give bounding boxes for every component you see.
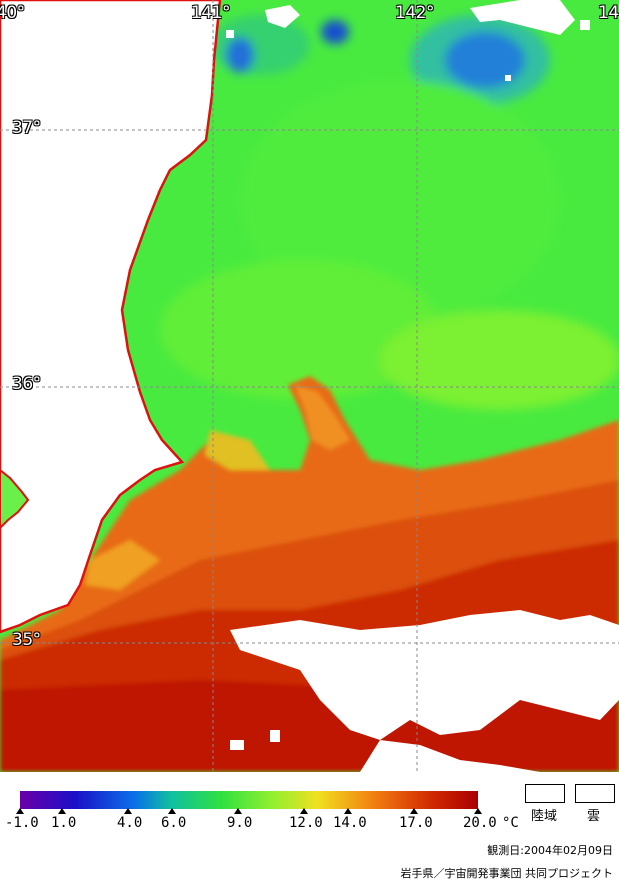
scale-label-14: 14.0 — [333, 815, 367, 831]
longitude-label-141: 141° — [191, 3, 230, 23]
longitude-label-143: 14 — [598, 3, 619, 23]
scale-label-20: 20.0 — [463, 815, 497, 831]
scale-tick-1 — [16, 808, 24, 814]
scale-label-4: 4.0 — [117, 815, 143, 831]
land-legend-box — [525, 784, 565, 803]
scale-tick-7 — [344, 808, 352, 814]
longitude-label-140: 40° — [0, 3, 25, 23]
sea-temperature-map: 40° 141° 142° 14 37° 36° 35° — [0, 0, 619, 772]
cloud-legend-box — [575, 784, 615, 803]
observation-date: 観測日:2004年02月09日 — [487, 844, 613, 857]
latitude-label-35: 35° — [12, 630, 41, 650]
scale-tick-3 — [124, 808, 132, 814]
credit-text: 岩手県／宇宙開発事業団 共同プロジェクト — [400, 867, 614, 880]
scale-tick-4 — [168, 808, 176, 814]
scale-label-12: 12.0 — [289, 815, 323, 831]
scale-tick-9 — [474, 808, 482, 814]
latitude-label-36: 36° — [12, 374, 41, 394]
land-area — [0, 0, 222, 634]
graticule — [0, 0, 619, 772]
scale-unit-label: °C — [502, 815, 519, 831]
temperature-color-scale — [20, 791, 478, 809]
longitude-label-142: 142° — [395, 3, 434, 23]
land-legend-label: 陸域 — [531, 809, 558, 824]
scale-tick-5 — [234, 808, 242, 814]
cloud-areas — [226, 0, 619, 772]
scale-tick-2 — [58, 808, 66, 814]
scale-label-6: 6.0 — [161, 815, 187, 831]
north-cool-waters — [160, 15, 619, 410]
scale-label-9: 9.0 — [227, 815, 253, 831]
cloud-legend-label: 雲 — [587, 809, 601, 824]
scale-label-minus1: -1.0 — [5, 815, 39, 831]
scale-label-1: 1.0 — [51, 815, 77, 831]
latitude-label-37: 37° — [12, 118, 41, 138]
scale-label-17: 17.0 — [399, 815, 433, 831]
scale-tick-8 — [410, 808, 418, 814]
scale-tick-6 — [300, 808, 308, 814]
island-land — [0, 468, 30, 530]
